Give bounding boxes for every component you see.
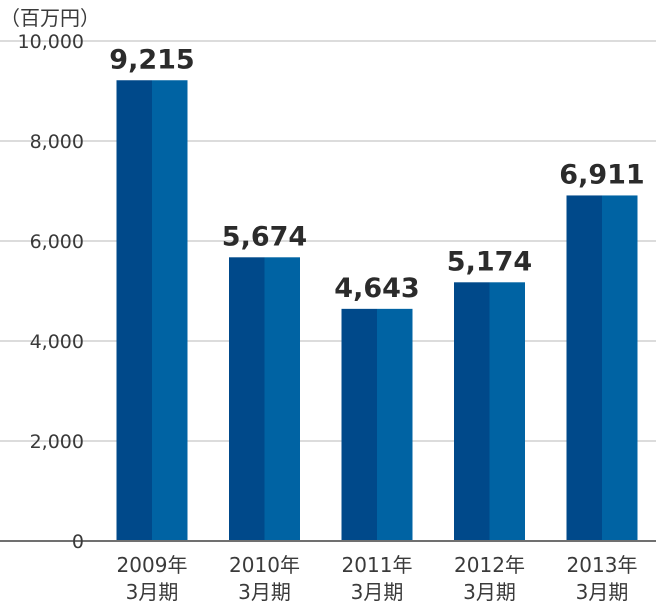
bar-right-half <box>264 257 300 541</box>
x-category-label-line2: 3月期 <box>576 580 629 604</box>
bar-right-half <box>489 282 525 541</box>
bar-value-label: 6,911 <box>559 159 644 190</box>
bar <box>116 80 188 541</box>
bar-right-half <box>602 195 638 541</box>
bar-value-label: 5,674 <box>222 221 307 252</box>
x-category-label-line1: 2009年 <box>117 553 188 577</box>
bar-value-label: 9,215 <box>109 44 194 75</box>
x-category-label-line2: 3月期 <box>126 580 179 604</box>
y-tick-label: 2,000 <box>30 431 84 453</box>
x-category-label-line1: 2013年 <box>567 553 638 577</box>
bar-value-label: 4,643 <box>334 273 419 304</box>
y-axis-unit-label: （百万円） <box>0 6 100 30</box>
y-tick-label: 10,000 <box>18 31 84 53</box>
y-tick-label: 6,000 <box>30 231 84 253</box>
bar-left-half <box>229 257 265 541</box>
x-category-label-line1: 2011年 <box>342 553 413 577</box>
bar-left-half <box>116 80 152 541</box>
bar-left-half <box>341 308 377 541</box>
x-category-label-line2: 3月期 <box>238 580 291 604</box>
grid-lines <box>0 40 656 442</box>
bar-left-half <box>566 195 602 541</box>
bar <box>454 282 525 541</box>
x-category-label-line1: 2012年 <box>454 553 525 577</box>
labels: 0 2,000 4,000 6,000 8,000 10,000 9,215 2009年 3月期… <box>18 31 645 604</box>
y-tick-label: 8,000 <box>30 131 84 153</box>
y-tick-label: 4,000 <box>30 331 84 353</box>
bar-left-half <box>454 282 490 541</box>
y-tick-label: 0 <box>72 531 84 553</box>
bar <box>229 257 300 541</box>
bar <box>566 195 638 541</box>
bar-value-label: 5,174 <box>447 246 532 277</box>
bar <box>341 308 413 541</box>
x-category-label-line1: 2010年 <box>229 553 300 577</box>
bar-right-half <box>377 308 413 541</box>
x-category-label-line2: 3月期 <box>351 580 404 604</box>
bars <box>116 80 638 541</box>
x-category-label-line2: 3月期 <box>463 580 516 604</box>
bar-right-half <box>152 80 188 541</box>
